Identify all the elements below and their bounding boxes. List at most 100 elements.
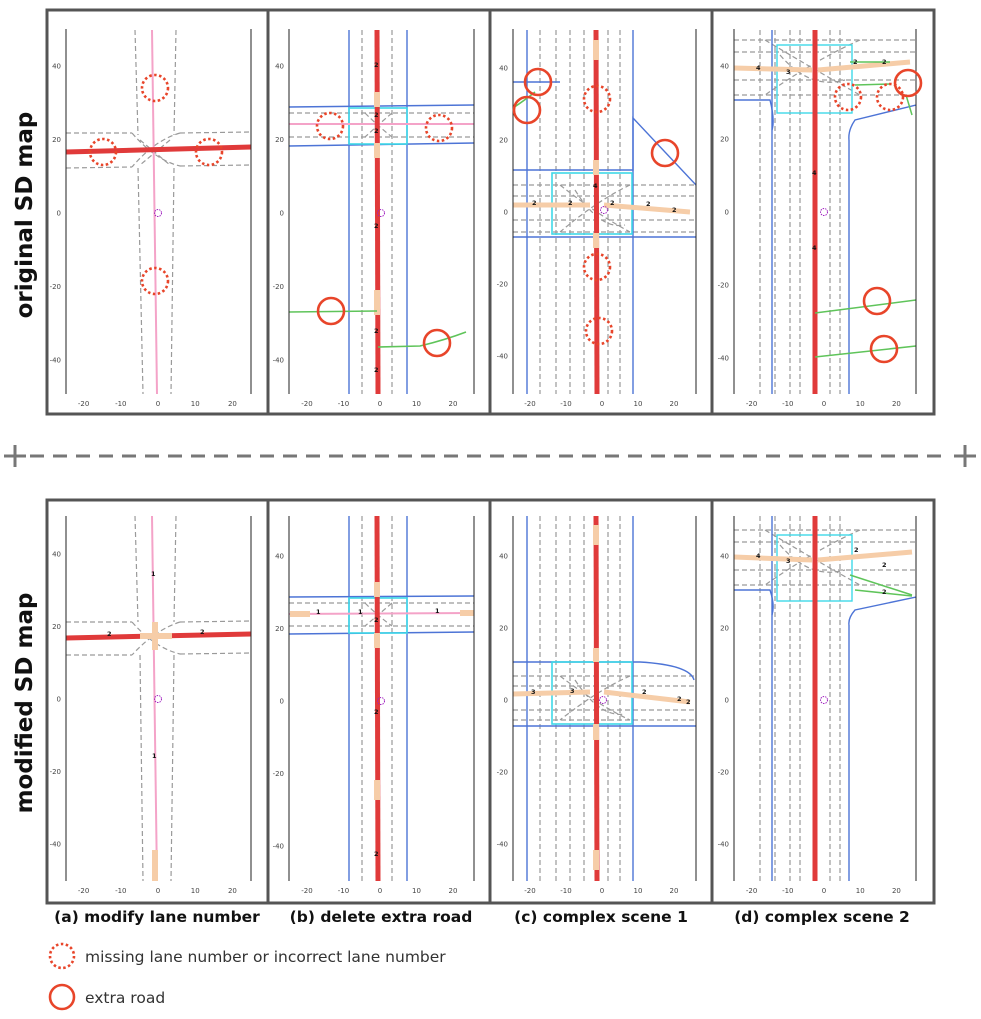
y-tick-label: -40 [497,353,508,361]
x-tick-label: -10 [115,887,126,895]
legend: missing lane number or incorrect lane nu… [48,942,446,1011]
x-tick-label: -20 [524,400,535,408]
panel-b-original: 2 2 2 2 2 2 [288,29,475,394]
y-tick-label: 40 [52,551,61,559]
x-tick-label: 20 [449,400,458,408]
dotted-circle-icon [48,942,76,970]
y-tick-label: 20 [275,136,284,144]
legend-label-dotted: missing lane number or incorrect lane nu… [85,948,446,966]
y-tick-label: 40 [720,63,729,71]
x-tick-label: -20 [78,887,89,895]
x-tick-label: 10 [634,400,643,408]
solid-circle-icon [48,983,76,1011]
y-tick-label: 40 [720,553,729,561]
y-tick-label: 40 [52,63,61,71]
row-title-original: original SD map [12,112,38,319]
caption-c: (c) complex scene 1 [514,908,688,926]
svg-text:2: 2 [853,58,858,66]
x-tick-label: 10 [856,887,865,895]
x-tick-label: 10 [191,400,200,408]
x-tick-label: 10 [634,887,643,895]
y-tick-label: -40 [50,356,61,364]
y-tick-label: 20 [499,137,508,145]
x-tick-label: -20 [78,400,89,408]
caption-d: (d) complex scene 2 [734,908,910,926]
x-tick-label: -10 [560,887,571,895]
svg-text:2: 2 [882,58,887,66]
y-tick-label: -20 [718,769,729,777]
y-tick-label: 0 [280,698,284,706]
y-tick-label: -20 [50,283,61,291]
x-tick-label: -10 [560,400,571,408]
y-tick-label: 40 [499,553,508,561]
lane-label: 1 [151,570,156,578]
lane-label: 2 [642,688,647,696]
y-tick-label: -40 [497,841,508,849]
y-tick-label: 0 [280,210,284,218]
svg-text:2: 2 [374,327,379,335]
y-tick-label: 20 [720,136,729,144]
lane-label: 2 [677,695,682,703]
y-tick-label: 0 [725,209,729,217]
y-tick-label: -40 [718,841,729,849]
lane-label: 1 [152,752,157,760]
x-tick-label: 0 [156,400,160,408]
x-tick-label: 20 [449,887,458,895]
svg-text:3: 3 [786,68,791,76]
panel-d-modified: 4 3 2 2 2 [733,516,917,881]
x-tick-label: 0 [378,400,382,408]
x-tick-label: 0 [378,887,382,895]
x-tick-label: -10 [338,887,349,895]
x-tick-label: 20 [228,887,237,895]
caption-a: (a) modify lane number [54,908,260,926]
y-tick-label: -20 [497,769,508,777]
y-tick-label: -20 [497,281,508,289]
y-tick-label: 20 [52,136,61,144]
panel-d-original: 4 3 2 2 4 4 [733,29,923,394]
lane-label: 1 [435,607,440,615]
svg-text:4: 4 [593,182,598,190]
row-separator [4,445,976,467]
y-tick-label: -20 [273,283,284,291]
x-tick-label: -20 [524,887,535,895]
lane-label: 2 [854,546,859,554]
lane-label: 1 [358,608,363,616]
frame-original [45,8,936,416]
x-tick-label: 0 [156,887,160,895]
lane-label: 3 [786,557,791,565]
x-tick-label: 0 [822,887,826,895]
y-tick-label: 20 [52,623,61,631]
x-tick-label: -20 [746,400,757,408]
svg-text:2: 2 [374,366,379,374]
y-tick-label: -20 [50,768,61,776]
lane-label: 2 [882,588,887,596]
x-tick-label: -20 [301,887,312,895]
caption-b: (b) delete extra road [290,908,473,926]
svg-text:2: 2 [374,61,379,69]
lane-label: 2 [374,850,379,858]
y-tick-label: 0 [504,209,508,217]
x-tick-label: -20 [301,400,312,408]
y-tick-label: 0 [57,696,61,704]
panel-b-modified: 1 1 1 2 2 2 [288,516,475,881]
x-tick-label: 0 [822,400,826,408]
x-tick-label: 0 [600,400,604,408]
x-tick-label: 20 [670,400,679,408]
svg-text:4: 4 [812,244,817,252]
x-tick-label: -20 [746,887,757,895]
panel-a-modified: 1 2 2 1 [65,516,252,881]
lane-label: 1 [316,608,321,616]
svg-text:2: 2 [646,200,651,208]
y-tick-label: 20 [275,625,284,633]
x-tick-label: 20 [670,887,679,895]
y-tick-label: 0 [57,210,61,218]
x-tick-label: -10 [782,400,793,408]
x-tick-label: 10 [412,887,421,895]
lane-label: 4 [756,552,761,560]
svg-text:2: 2 [374,111,379,119]
y-tick-label: 20 [499,625,508,633]
svg-text:4: 4 [812,169,817,177]
y-tick-label: -40 [273,842,284,850]
y-tick-label: 0 [725,697,729,705]
